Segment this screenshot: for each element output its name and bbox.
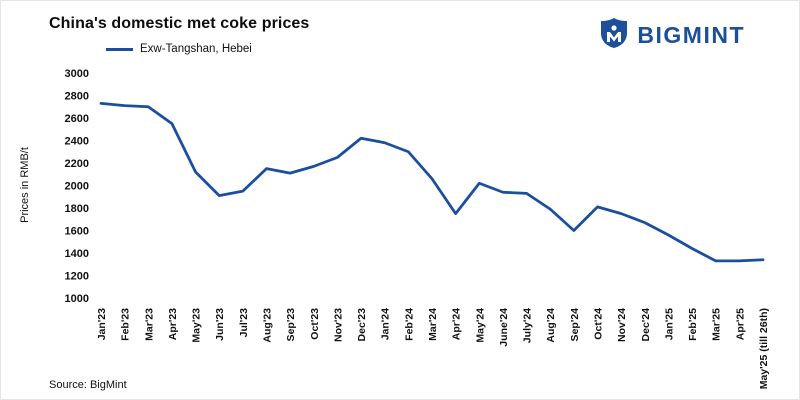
svg-text:Oct'24: Oct'24 <box>593 308 605 340</box>
svg-text:Dec'24: Dec'24 <box>640 308 652 342</box>
svg-text:Nov'23: Nov'23 <box>332 308 344 342</box>
svg-text:Aug'23: Aug'23 <box>262 308 274 343</box>
svg-text:May'24: May'24 <box>474 308 486 343</box>
source-note: Source: BigMint <box>49 379 127 391</box>
svg-text:1400: 1400 <box>65 248 89 260</box>
svg-text:Apr'24: Apr'24 <box>451 308 463 340</box>
svg-text:3000: 3000 <box>65 68 89 80</box>
svg-text:Jun'23: Jun'23 <box>214 308 226 341</box>
svg-text:Mar'25: Mar'25 <box>711 308 723 341</box>
svg-text:Aug'24: Aug'24 <box>545 308 557 343</box>
bigmint-logo: BIGMINT <box>599 17 745 54</box>
svg-text:Oct'23: Oct'23 <box>309 308 321 340</box>
svg-text:1200: 1200 <box>65 271 89 283</box>
svg-text:May'25 (till 26th): May'25 (till 26th) <box>758 308 770 389</box>
svg-text:2800: 2800 <box>65 91 89 103</box>
chart-header: China's domestic met coke prices Exw-Tan… <box>49 15 759 55</box>
bigmint-logo-text: BIGMINT <box>637 22 745 48</box>
svg-text:Jan'24: Jan'24 <box>380 308 392 340</box>
svg-text:Feb'24: Feb'24 <box>403 308 415 341</box>
bigmint-logo-icon <box>599 17 629 54</box>
svg-text:2200: 2200 <box>65 158 89 170</box>
svg-text:May'23: May'23 <box>191 308 203 343</box>
svg-text:1600: 1600 <box>65 226 89 238</box>
legend-label: Exw-Tangshan, Hebei <box>140 43 252 55</box>
legend-line-marker <box>106 47 133 51</box>
svg-text:June'24: June'24 <box>498 308 510 347</box>
svg-text:Prices in RMB/t: Prices in RMB/t <box>19 147 31 223</box>
title-block: China's domestic met coke prices Exw-Tan… <box>49 15 309 55</box>
svg-text:Apr'25: Apr'25 <box>734 308 746 340</box>
svg-text:Feb'25: Feb'25 <box>687 308 699 341</box>
svg-text:Jul'23: Jul'23 <box>238 308 250 338</box>
page-title: China's domestic met coke prices <box>49 15 310 32</box>
svg-text:Apr'23: Apr'23 <box>167 308 179 340</box>
svg-text:1800: 1800 <box>65 203 89 215</box>
svg-text:Jan'23: Jan'23 <box>96 308 108 340</box>
legend: Exw-Tangshan, Hebei <box>106 43 309 55</box>
svg-text:Feb'23: Feb'23 <box>120 308 132 341</box>
svg-text:Sep'24: Sep'24 <box>569 308 581 342</box>
svg-text:1000: 1000 <box>65 293 89 305</box>
svg-text:Jan'25: Jan'25 <box>663 308 675 340</box>
svg-text:Sep'23: Sep'23 <box>285 308 297 342</box>
svg-text:2400: 2400 <box>65 136 89 148</box>
svg-text:2600: 2600 <box>65 113 89 125</box>
svg-text:Mar'23: Mar'23 <box>143 308 155 341</box>
svg-text:July'24: July'24 <box>522 308 534 343</box>
svg-text:2000: 2000 <box>65 181 89 193</box>
svg-text:Mar'24: Mar'24 <box>427 308 439 341</box>
svg-text:Nov'24: Nov'24 <box>616 308 628 342</box>
svg-text:Dec'23: Dec'23 <box>356 308 368 342</box>
